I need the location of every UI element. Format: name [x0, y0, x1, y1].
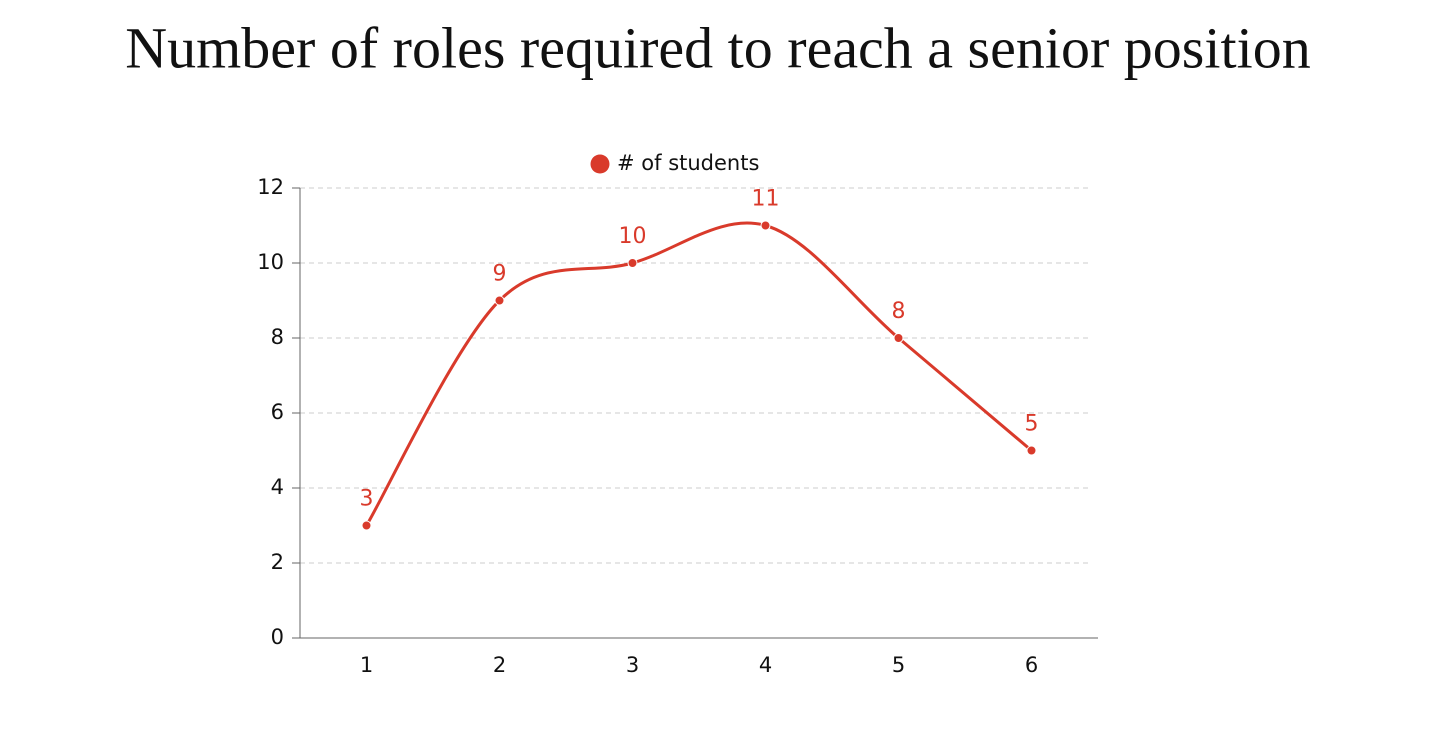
x-tick-label: 5 — [892, 653, 905, 677]
x-tick-label: 1 — [360, 653, 373, 677]
point — [893, 333, 904, 343]
legend-label: # of students — [617, 151, 759, 175]
chart-title: Number of roles required to reach a seni… — [125, 15, 1310, 80]
legend-swatch — [590, 154, 610, 174]
data-label: 10 — [619, 224, 647, 249]
data-label: 9 — [493, 262, 507, 287]
point — [627, 258, 638, 268]
y-tick-label: 2 — [271, 550, 284, 574]
y-tick-label: 10 — [257, 250, 284, 274]
data-label: 3 — [360, 487, 374, 512]
x-tick-label: 2 — [493, 653, 506, 677]
y-tick-label: 4 — [271, 475, 284, 499]
data-label: 11 — [752, 187, 780, 212]
point — [361, 520, 372, 531]
point — [1026, 445, 1037, 456]
y-tick-label: 0 — [271, 625, 284, 649]
data-label: 8 — [892, 299, 906, 324]
x-tick-label: 6 — [1025, 653, 1038, 677]
line — [365, 221, 1033, 527]
y-tick-label: 8 — [271, 325, 284, 349]
point — [760, 220, 771, 231]
point — [494, 295, 505, 306]
y-tick-label: 6 — [271, 400, 284, 424]
data-label: 5 — [1025, 412, 1039, 437]
x-tick-label: 3 — [626, 653, 639, 677]
y-tick-label: 12 — [257, 175, 284, 199]
x-tick-label: 4 — [759, 653, 772, 677]
